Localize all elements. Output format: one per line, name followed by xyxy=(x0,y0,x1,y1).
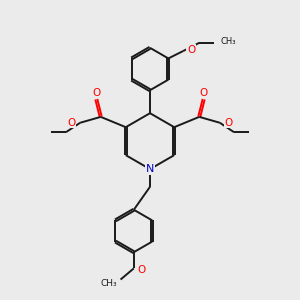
Text: O: O xyxy=(92,88,100,98)
Text: CH₃: CH₃ xyxy=(100,279,117,288)
Text: O: O xyxy=(137,265,146,275)
Text: O: O xyxy=(200,88,208,98)
Text: N: N xyxy=(146,164,154,174)
Text: CH₃: CH₃ xyxy=(220,37,236,46)
Text: O: O xyxy=(67,118,75,128)
Text: O: O xyxy=(225,118,233,128)
Text: O: O xyxy=(187,45,195,55)
